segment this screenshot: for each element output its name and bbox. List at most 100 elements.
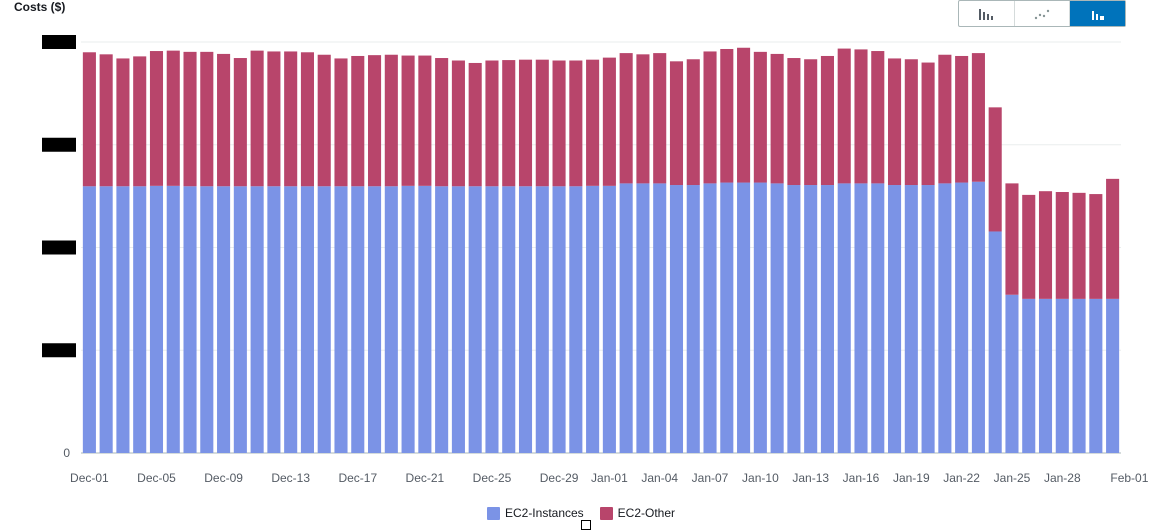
- bar-segment[interactable]: [418, 185, 432, 453]
- bar-segment[interactable]: [300, 186, 314, 453]
- bar-segment[interactable]: [284, 51, 298, 187]
- bar-segment[interactable]: [669, 185, 684, 453]
- bar-segment[interactable]: [1005, 183, 1019, 295]
- bar-segment[interactable]: [284, 186, 298, 453]
- bar-segment[interactable]: [720, 48, 734, 183]
- bar-segment[interactable]: [334, 58, 348, 187]
- bar-segment[interactable]: [200, 51, 214, 187]
- bar-segment[interactable]: [703, 51, 717, 184]
- bar-segment[interactable]: [619, 53, 633, 184]
- bar-segment[interactable]: [904, 59, 918, 186]
- bar-segment[interactable]: [1055, 298, 1069, 454]
- bar-segment[interactable]: [938, 54, 952, 184]
- bar-segment[interactable]: [804, 185, 818, 453]
- bar-segment[interactable]: [334, 186, 348, 453]
- bar-segment[interactable]: [636, 54, 650, 184]
- bar-segment[interactable]: [837, 183, 851, 453]
- bar-segment[interactable]: [820, 55, 834, 186]
- bar-segment[interactable]: [569, 186, 583, 453]
- bar-segment[interactable]: [99, 54, 113, 187]
- bar-segment[interactable]: [921, 62, 935, 186]
- legend-item[interactable]: EC2-Instances: [486, 506, 584, 520]
- bar-segment[interactable]: [133, 56, 147, 187]
- bar-segment[interactable]: [183, 51, 197, 187]
- bar-segment[interactable]: [955, 182, 969, 453]
- bar-segment[interactable]: [1072, 298, 1086, 454]
- line-chart-button[interactable]: [1015, 1, 1071, 26]
- bar-segment[interactable]: [686, 185, 700, 453]
- bar-segment[interactable]: [888, 58, 902, 186]
- bar-segment[interactable]: [535, 59, 549, 187]
- bar-segment[interactable]: [435, 186, 449, 453]
- bar-segment[interactable]: [837, 48, 851, 184]
- bar-segment[interactable]: [82, 186, 96, 453]
- bar-segment[interactable]: [518, 59, 533, 187]
- bar-segment[interactable]: [1106, 178, 1120, 299]
- bar-segment[interactable]: [586, 59, 600, 186]
- bar-segment[interactable]: [468, 186, 482, 453]
- bar-segment[interactable]: [451, 60, 465, 187]
- bar-segment[interactable]: [770, 183, 784, 453]
- bar-segment[interactable]: [1055, 192, 1069, 299]
- bar-segment[interactable]: [1089, 298, 1103, 454]
- bar-segment[interactable]: [1022, 298, 1036, 454]
- bar-segment[interactable]: [820, 185, 834, 453]
- bar-segment[interactable]: [971, 181, 985, 454]
- bar-segment[interactable]: [250, 186, 264, 453]
- bar-segment[interactable]: [200, 186, 214, 453]
- bar-segment[interactable]: [116, 58, 130, 187]
- bar-segment[interactable]: [401, 185, 415, 453]
- bar-segment[interactable]: [485, 60, 499, 187]
- bar-segment[interactable]: [720, 182, 734, 453]
- bar-segment[interactable]: [149, 51, 164, 186]
- bar-segment[interactable]: [586, 185, 600, 453]
- bar-segment[interactable]: [518, 186, 533, 453]
- bar-segment[interactable]: [1106, 298, 1120, 454]
- bar-segment[interactable]: [669, 61, 684, 186]
- bar-segment[interactable]: [804, 59, 818, 186]
- bar-segment[interactable]: [535, 186, 549, 453]
- bar-segment[interactable]: [770, 53, 784, 184]
- bar-segment[interactable]: [317, 186, 331, 453]
- bar-segment[interactable]: [451, 186, 465, 453]
- bar-segment[interactable]: [149, 185, 164, 453]
- bar-segment[interactable]: [787, 58, 801, 186]
- bar-segment[interactable]: [384, 54, 398, 187]
- bar-segment[interactable]: [1038, 298, 1053, 454]
- bar-segment[interactable]: [99, 186, 113, 453]
- bar-segment[interactable]: [971, 53, 985, 182]
- bar-segment[interactable]: [82, 52, 96, 187]
- bar-segment[interactable]: [988, 107, 1002, 232]
- bar-segment[interactable]: [653, 183, 667, 453]
- bar-segment[interactable]: [753, 182, 767, 453]
- bar-segment[interactable]: [888, 185, 902, 453]
- bar-segment[interactable]: [569, 60, 583, 187]
- bar-segment[interactable]: [1005, 294, 1019, 453]
- chart-type-toggle[interactable]: [958, 0, 1126, 27]
- bar-segment[interactable]: [552, 60, 566, 187]
- bar-segment[interactable]: [133, 186, 147, 453]
- bar-segment[interactable]: [267, 51, 281, 187]
- bar-segment[interactable]: [602, 185, 616, 453]
- bar-segment[interactable]: [351, 55, 365, 187]
- bar-segment[interactable]: [401, 55, 415, 186]
- bar-segment[interactable]: [502, 60, 516, 187]
- bar-segment[interactable]: [368, 55, 382, 187]
- bar-segment[interactable]: [317, 54, 331, 187]
- bar-chart-button[interactable]: [959, 1, 1015, 26]
- bar-segment[interactable]: [217, 53, 231, 187]
- bar-segment[interactable]: [502, 186, 516, 453]
- bar-segment[interactable]: [854, 183, 868, 453]
- bar-segment[interactable]: [368, 186, 382, 453]
- bar-segment[interactable]: [636, 183, 650, 453]
- bar-segment[interactable]: [1072, 192, 1086, 299]
- bar-segment[interactable]: [921, 185, 935, 453]
- bar-segment[interactable]: [183, 186, 197, 453]
- bar-segment[interactable]: [166, 185, 180, 453]
- bar-segment[interactable]: [351, 186, 365, 453]
- bar-segment[interactable]: [300, 52, 314, 187]
- bar-segment[interactable]: [938, 183, 952, 453]
- bar-segment[interactable]: [904, 185, 918, 453]
- bar-segment[interactable]: [233, 186, 247, 453]
- bar-segment[interactable]: [250, 50, 264, 187]
